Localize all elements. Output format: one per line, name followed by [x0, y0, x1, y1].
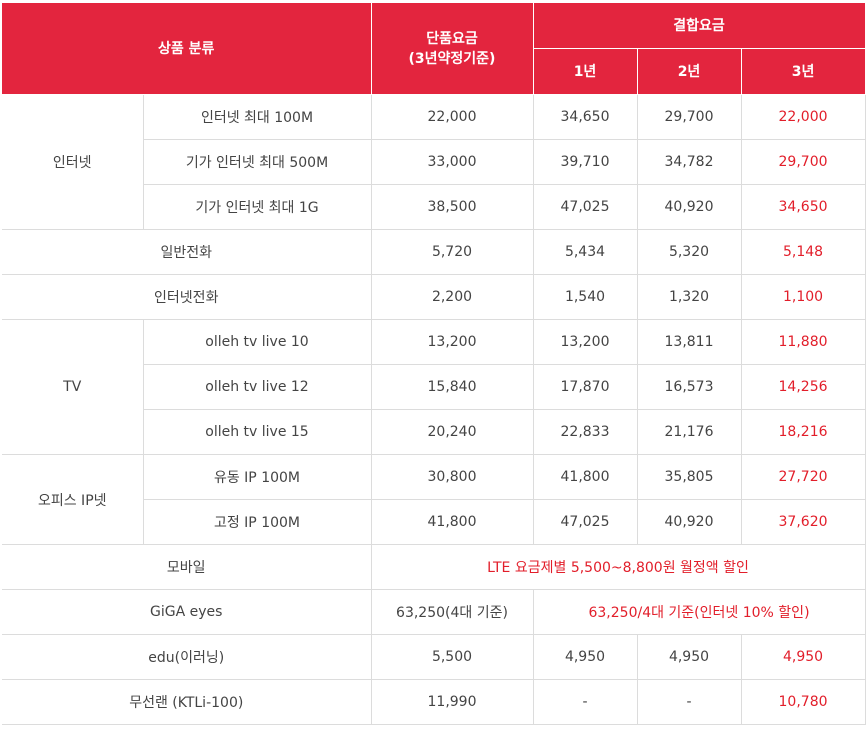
- price-year1: 22,833: [532, 409, 638, 455]
- price-year3: 1,100: [740, 274, 866, 320]
- single-price: 20,240: [370, 409, 534, 455]
- price-year2: 16,573: [636, 364, 742, 410]
- header-year1: 1년: [533, 48, 638, 95]
- price-year3: 37,620: [740, 499, 866, 545]
- price-year1: 5,434: [532, 229, 638, 275]
- table-row: 무선랜 (KTLi-100) 11,990 - - 10,780: [2, 679, 866, 725]
- table-row: GiGA eyes 63,250(4대 기준) 63,250/4대 기준(인터넷…: [2, 589, 866, 635]
- table-row: 고정 IP 100M 41,800 47,025 40,920 37,620: [2, 499, 866, 545]
- product-name: olleh tv live 12: [143, 364, 372, 410]
- product-name: 기가 인터넷 최대 500M: [143, 139, 372, 185]
- price-year3: 5,148: [740, 229, 866, 275]
- price-year1: 47,025: [532, 184, 638, 230]
- single-price: 33,000: [370, 139, 534, 185]
- table-row: TV olleh tv live 10 13,200 13,200 13,811…: [2, 319, 866, 455]
- price-year3: 27,720: [740, 454, 866, 500]
- table-row: olleh tv live 15 20,240 22,833 21,176 18…: [2, 409, 866, 455]
- price-year1: 1,540: [532, 274, 638, 320]
- product-name: 인터넷 최대 100M: [142, 94, 372, 140]
- header-single-price-line2: (3년약정기준): [408, 50, 496, 67]
- table-row: 기가 인터넷 최대 1G 38,500 47,025 40,920 34,650: [2, 184, 866, 230]
- header-single-price-line1: 단품요금: [426, 30, 478, 47]
- single-price: 63,250(4대 기준): [370, 589, 534, 635]
- price-year2: 21,176: [636, 409, 742, 455]
- price-year2: 29,700: [636, 94, 742, 140]
- table-row: 오피스 IP넷 유동 IP 100M 30,800 41,800 35,805 …: [2, 454, 866, 545]
- product-name: olleh tv live 15: [143, 409, 372, 455]
- group-office-ip: 오피스 IP넷: [2, 454, 144, 545]
- header-year3: 3년: [740, 48, 866, 95]
- table-row: 인터넷전화 2,200 1,540 1,320 1,100: [2, 274, 866, 320]
- product-name: 모바일: [2, 544, 372, 590]
- single-price: 15,840: [370, 364, 534, 410]
- table-row: 일반전화 5,720 5,434 5,320 5,148: [2, 229, 866, 275]
- price-year1: 13,200: [532, 319, 638, 365]
- single-price: 30,800: [370, 454, 534, 500]
- product-name: 유동 IP 100M: [142, 454, 372, 500]
- product-name: 일반전화: [2, 229, 372, 275]
- product-name: edu(이러닝): [2, 634, 372, 680]
- giga-eyes-combined-note: 63,250/4대 기준(인터넷 10% 할인): [532, 589, 866, 635]
- price-year2: 40,920: [636, 184, 742, 230]
- header-single-price: 단품요금 (3년약정기준): [370, 2, 534, 95]
- price-year2: 4,950: [636, 634, 742, 680]
- price-year1: 41,800: [532, 454, 638, 500]
- price-year1: 39,710: [532, 139, 638, 185]
- product-name: 기가 인터넷 최대 1G: [143, 184, 372, 230]
- group-internet: 인터넷: [2, 94, 144, 230]
- mobile-discount-note: LTE 요금제별 5,500~8,800원 월정액 할인: [370, 544, 866, 590]
- price-year2: 5,320: [636, 229, 742, 275]
- single-price: 11,990: [370, 679, 534, 725]
- price-year2: 35,805: [636, 454, 742, 500]
- single-price: 38,500: [370, 184, 534, 230]
- single-price: 22,000: [370, 94, 534, 140]
- product-name: 무선랜 (KTLi-100): [2, 679, 372, 725]
- table-row: 기가 인터넷 최대 500M 33,000 39,710 34,782 29,7…: [2, 139, 866, 185]
- header-row: 상품 분류 단품요금 (3년약정기준) 결합요금: [2, 2, 866, 95]
- header-combined-price: 결합요금: [532, 2, 866, 49]
- product-name: 인터넷전화: [2, 274, 372, 320]
- price-year1: -: [532, 679, 638, 725]
- price-year2: 13,811: [636, 319, 742, 365]
- price-year3: 18,216: [740, 409, 866, 455]
- price-year3: 11,880: [740, 319, 866, 365]
- price-year3: 14,256: [740, 364, 866, 410]
- product-name: GiGA eyes: [2, 589, 372, 635]
- price-year2: 1,320: [636, 274, 742, 320]
- product-name: 고정 IP 100M: [143, 499, 372, 545]
- price-year1: 34,650: [532, 94, 638, 140]
- product-name: olleh tv live 10: [142, 319, 372, 365]
- single-price: 2,200: [370, 274, 534, 320]
- table-row: edu(이러닝) 5,500 4,950 4,950 4,950: [2, 634, 866, 680]
- table-row: 인터넷 인터넷 최대 100M 22,000 34,650 29,700 22,…: [2, 94, 866, 230]
- header-category: 상품 분류: [2, 2, 372, 95]
- price-year2: -: [636, 679, 742, 725]
- price-year3: 29,700: [740, 139, 866, 185]
- single-price: 5,500: [370, 634, 534, 680]
- price-year1: 17,870: [532, 364, 638, 410]
- single-price: 41,800: [370, 499, 534, 545]
- table-row: olleh tv live 12 15,840 17,870 16,573 14…: [2, 364, 866, 410]
- header-year2: 2년: [636, 48, 742, 95]
- price-year1: 4,950: [532, 634, 638, 680]
- single-price: 5,720: [370, 229, 534, 275]
- table-row: 모바일 LTE 요금제별 5,500~8,800원 월정액 할인: [2, 544, 866, 590]
- price-year3: 10,780: [740, 679, 866, 725]
- group-tv: TV: [2, 319, 144, 455]
- price-year3: 22,000: [740, 94, 866, 140]
- single-price: 13,200: [370, 319, 534, 365]
- price-year3: 34,650: [740, 184, 866, 230]
- price-year2: 34,782: [636, 139, 742, 185]
- price-year3: 4,950: [740, 634, 866, 680]
- price-year2: 40,920: [636, 499, 742, 545]
- price-year1: 47,025: [532, 499, 638, 545]
